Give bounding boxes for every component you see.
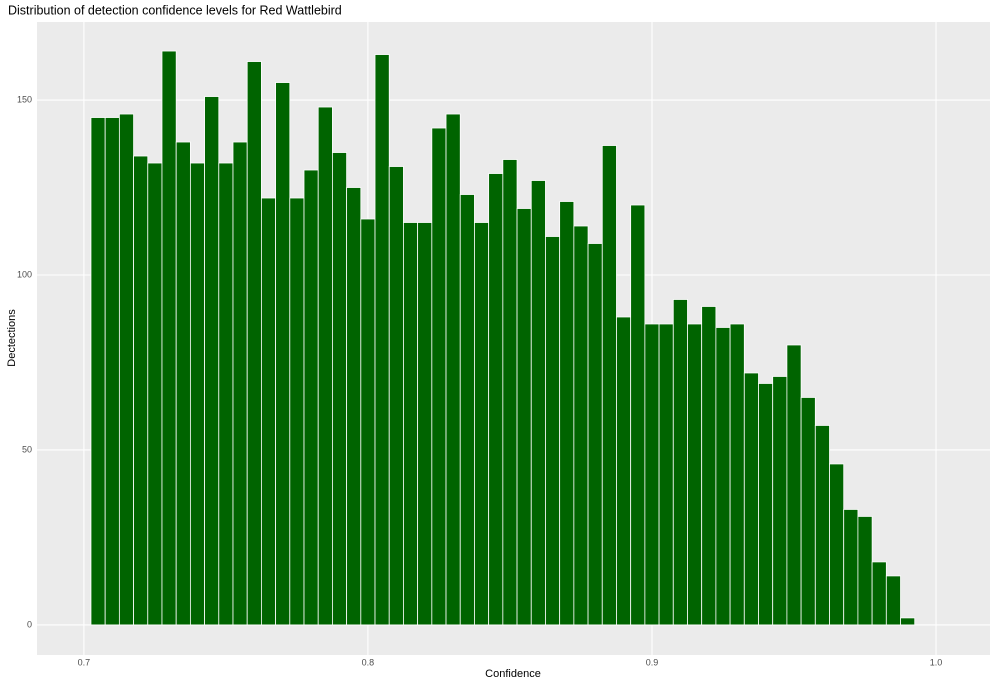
bar <box>829 463 845 626</box>
bar <box>587 243 603 626</box>
bar <box>701 306 717 626</box>
bar <box>743 372 759 626</box>
bar <box>232 141 248 626</box>
bar <box>189 162 205 626</box>
bar <box>374 54 390 626</box>
bar <box>133 155 149 626</box>
bar <box>218 162 234 626</box>
bar <box>175 141 191 626</box>
chart-title: Distribution of detection confidence lev… <box>8 3 342 17</box>
bar <box>360 218 376 626</box>
bar <box>800 397 816 626</box>
bar <box>388 166 404 626</box>
bar <box>758 383 774 626</box>
bar <box>530 180 546 626</box>
bar <box>161 50 177 626</box>
y-tick-label: 50 <box>22 444 32 454</box>
bar <box>204 96 220 626</box>
bar <box>502 159 518 626</box>
bar <box>658 323 674 626</box>
x-tick-label: 0.9 <box>646 657 659 667</box>
x-tick-label: 0.8 <box>362 657 375 667</box>
bar <box>118 113 134 626</box>
x-tick-label: 1.0 <box>930 657 943 667</box>
bar <box>672 299 688 626</box>
bar <box>687 323 703 626</box>
bar <box>445 113 461 626</box>
bar <box>545 236 561 626</box>
bar <box>729 323 745 626</box>
bar <box>289 197 305 626</box>
bar <box>786 344 802 626</box>
bar <box>104 117 120 626</box>
x-tick-label: 0.7 <box>78 657 91 667</box>
bar <box>516 208 532 626</box>
bar <box>261 197 277 626</box>
bar <box>417 222 433 626</box>
bar <box>616 316 632 626</box>
bar <box>601 145 617 626</box>
bar <box>857 516 873 626</box>
bar <box>772 376 788 626</box>
y-tick-label: 150 <box>17 94 32 104</box>
bar <box>871 561 887 626</box>
bar <box>90 117 106 626</box>
y-axis-label: Dectections <box>6 309 18 367</box>
bar <box>559 201 575 626</box>
bar <box>488 173 504 626</box>
bar <box>303 169 319 626</box>
bar <box>147 162 163 626</box>
bar <box>573 225 589 626</box>
bar <box>843 509 859 626</box>
bar <box>814 425 830 626</box>
bar <box>474 222 490 626</box>
bar <box>431 127 447 626</box>
bar <box>246 61 262 626</box>
bar <box>715 327 731 626</box>
y-tick-label: 100 <box>17 269 32 279</box>
bar <box>885 575 901 626</box>
bar <box>332 152 348 626</box>
bar <box>459 194 475 626</box>
bar <box>403 222 419 626</box>
bar <box>317 106 333 626</box>
bar <box>346 187 362 626</box>
bar <box>275 82 291 626</box>
bar <box>900 617 916 626</box>
bar <box>644 323 660 626</box>
x-axis-label: Confidence <box>485 668 541 680</box>
bar <box>630 204 646 626</box>
y-tick-label: 0 <box>27 619 32 629</box>
